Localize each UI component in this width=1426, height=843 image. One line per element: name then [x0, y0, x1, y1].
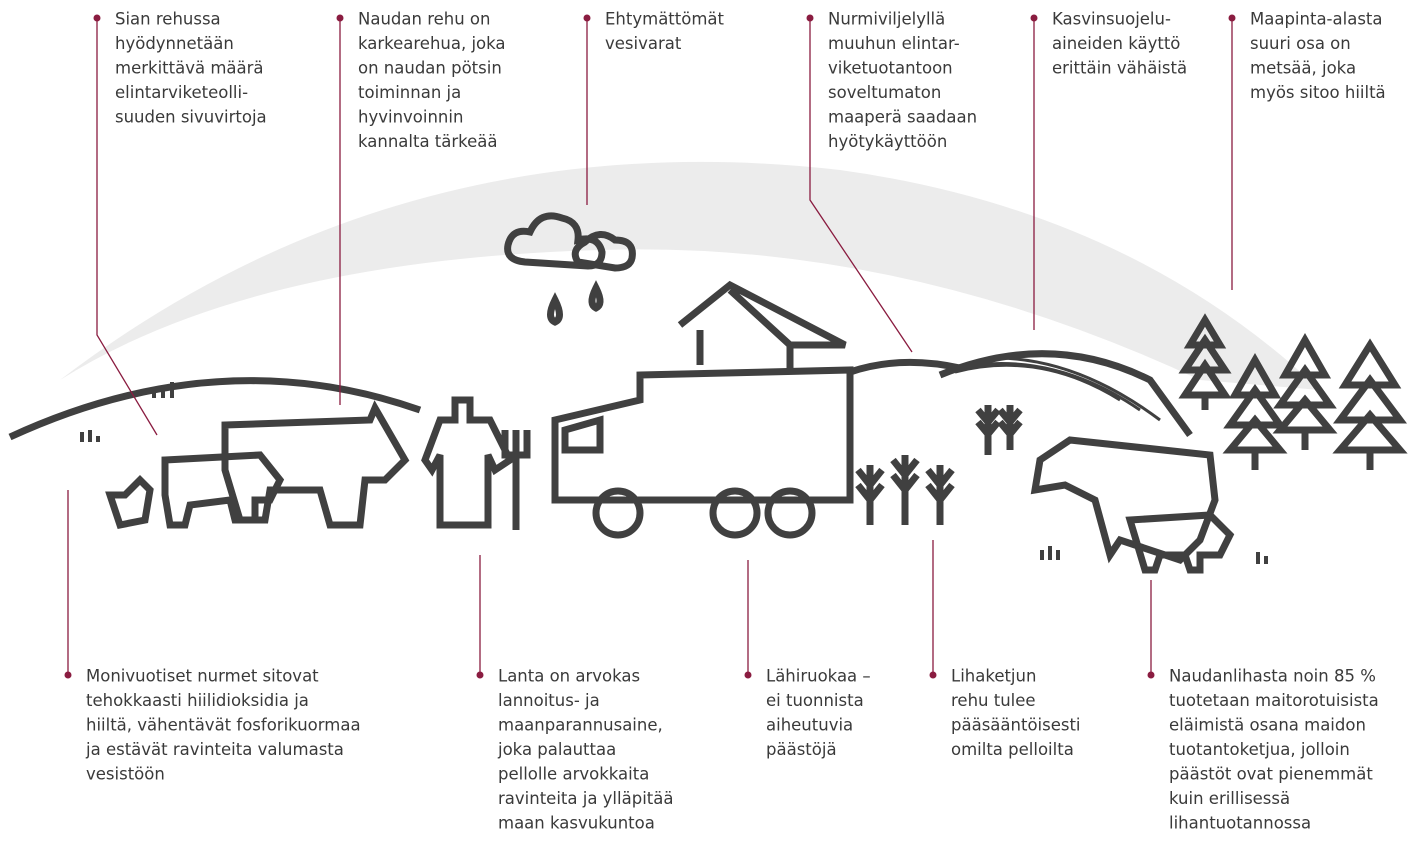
- annotation-line: suuri osa on: [1250, 34, 1351, 53]
- annotation-line: soveltumaton: [828, 83, 941, 102]
- annotation-dot: [94, 15, 101, 22]
- annotation-line: vesistöön: [86, 765, 165, 784]
- annotation-line: hyödynnetään: [115, 34, 234, 53]
- annotation-line: rehu tulee: [951, 691, 1036, 710]
- annotation-line: tuotantoketjua, jolloin: [1169, 740, 1350, 759]
- annotation-line: hiiltä, vähentävät fosforikuormaa: [86, 716, 361, 735]
- annotation-dot: [584, 15, 591, 22]
- annotation-line: Lanta on arvokas: [498, 667, 640, 686]
- annotation-line: Sian rehussa: [115, 10, 221, 29]
- annotation-line: pellolle arvokkaita: [498, 765, 649, 784]
- annotation-line: hyvinvoinnin: [358, 108, 463, 127]
- annotation-line: aiheutuvia: [766, 716, 853, 735]
- annotation-line: kuin erillisessä: [1169, 789, 1290, 808]
- annotation-line: omilta pelloilta: [951, 740, 1074, 759]
- annotation-dot: [930, 672, 937, 679]
- annotation-line: vesivarat: [605, 34, 682, 53]
- annotation-line: tehokkaasti hiilidioksidia ja: [86, 691, 309, 710]
- annotation-line: eläimistä osana maidon: [1169, 716, 1366, 735]
- annotation-dot: [1148, 672, 1155, 679]
- annotation-line: Naudanlihasta noin 85 %: [1169, 667, 1376, 686]
- annotation-line: päästöjä: [766, 740, 837, 759]
- annotation-line: Naudan rehu on: [358, 10, 490, 29]
- annotation-line: pääsääntöisesti: [951, 716, 1081, 735]
- annotation-dot: [65, 672, 72, 679]
- annotation-line: päästöt ovat pienemmät: [1169, 765, 1373, 784]
- annotation-line: maaperä saadaan: [828, 108, 977, 127]
- annotation-line: Monivuotiset nurmet sitovat: [86, 667, 319, 686]
- annotation-line: tuotetaan maitorotuisista: [1169, 691, 1379, 710]
- annotation-dot: [337, 15, 344, 22]
- annotation-line: lihantuotannossa: [1169, 814, 1311, 833]
- annotation-line: ja estävät ravinteita valumasta: [85, 740, 344, 759]
- annotation-dot: [745, 672, 752, 679]
- annotation-line: Kasvinsuojelu-: [1052, 10, 1171, 29]
- annotation-line: aineiden käyttö: [1052, 34, 1180, 53]
- annotation-line: Lähiruokaa –: [766, 667, 871, 686]
- annotation-dot: [807, 15, 814, 22]
- annotation-line: merkittävä määrä: [115, 59, 264, 78]
- annotation-line: kannalta tärkeää: [358, 132, 498, 151]
- annotation-line: Lihaketjun: [951, 667, 1036, 686]
- annotation-dot: [1229, 15, 1236, 22]
- annotation-line: myös sitoo hiiltä: [1250, 83, 1386, 102]
- annotation-line: hyötykäyttöön: [828, 132, 947, 151]
- annotation-line: muuhun elintar-: [828, 34, 960, 53]
- annotation-line: joka palauttaa: [497, 740, 616, 759]
- annotation-line: Maapinta-alasta: [1250, 10, 1383, 29]
- annotation-line: metsää, joka: [1250, 59, 1356, 78]
- annotation-line: erittäin vähäistä: [1052, 59, 1187, 78]
- annotation-line: maanparannusaine,: [498, 716, 663, 735]
- annotation-line: lannoitus- ja: [498, 691, 600, 710]
- background-scene: [10, 162, 1400, 570]
- annotation-line: karkearehua, joka: [358, 34, 506, 53]
- annotation-dot: [477, 672, 484, 679]
- annotation-line: Nurmiviljelyllä: [828, 10, 945, 29]
- annotation-line: maan kasvukuntoa: [498, 814, 655, 833]
- infographic: Sian rehussa hyödynnetään merkittävä määrä…: [0, 0, 1426, 843]
- annotation-line: viketuotantoon: [828, 59, 953, 78]
- annotation-line: suuden sivuvirtoja: [115, 108, 267, 127]
- annotation-line: ei tuonnista: [766, 691, 864, 710]
- annotation-line: elintarviketeolli-: [115, 83, 248, 102]
- annotation-line: ravinteita ja ylläpitää: [498, 789, 673, 808]
- annotation-line: Ehtymättömät: [605, 10, 725, 29]
- annotation-line: toiminnan ja: [358, 83, 461, 102]
- annotation-line: on naudan pötsin: [358, 59, 502, 78]
- annotation-dot: [1031, 15, 1038, 22]
